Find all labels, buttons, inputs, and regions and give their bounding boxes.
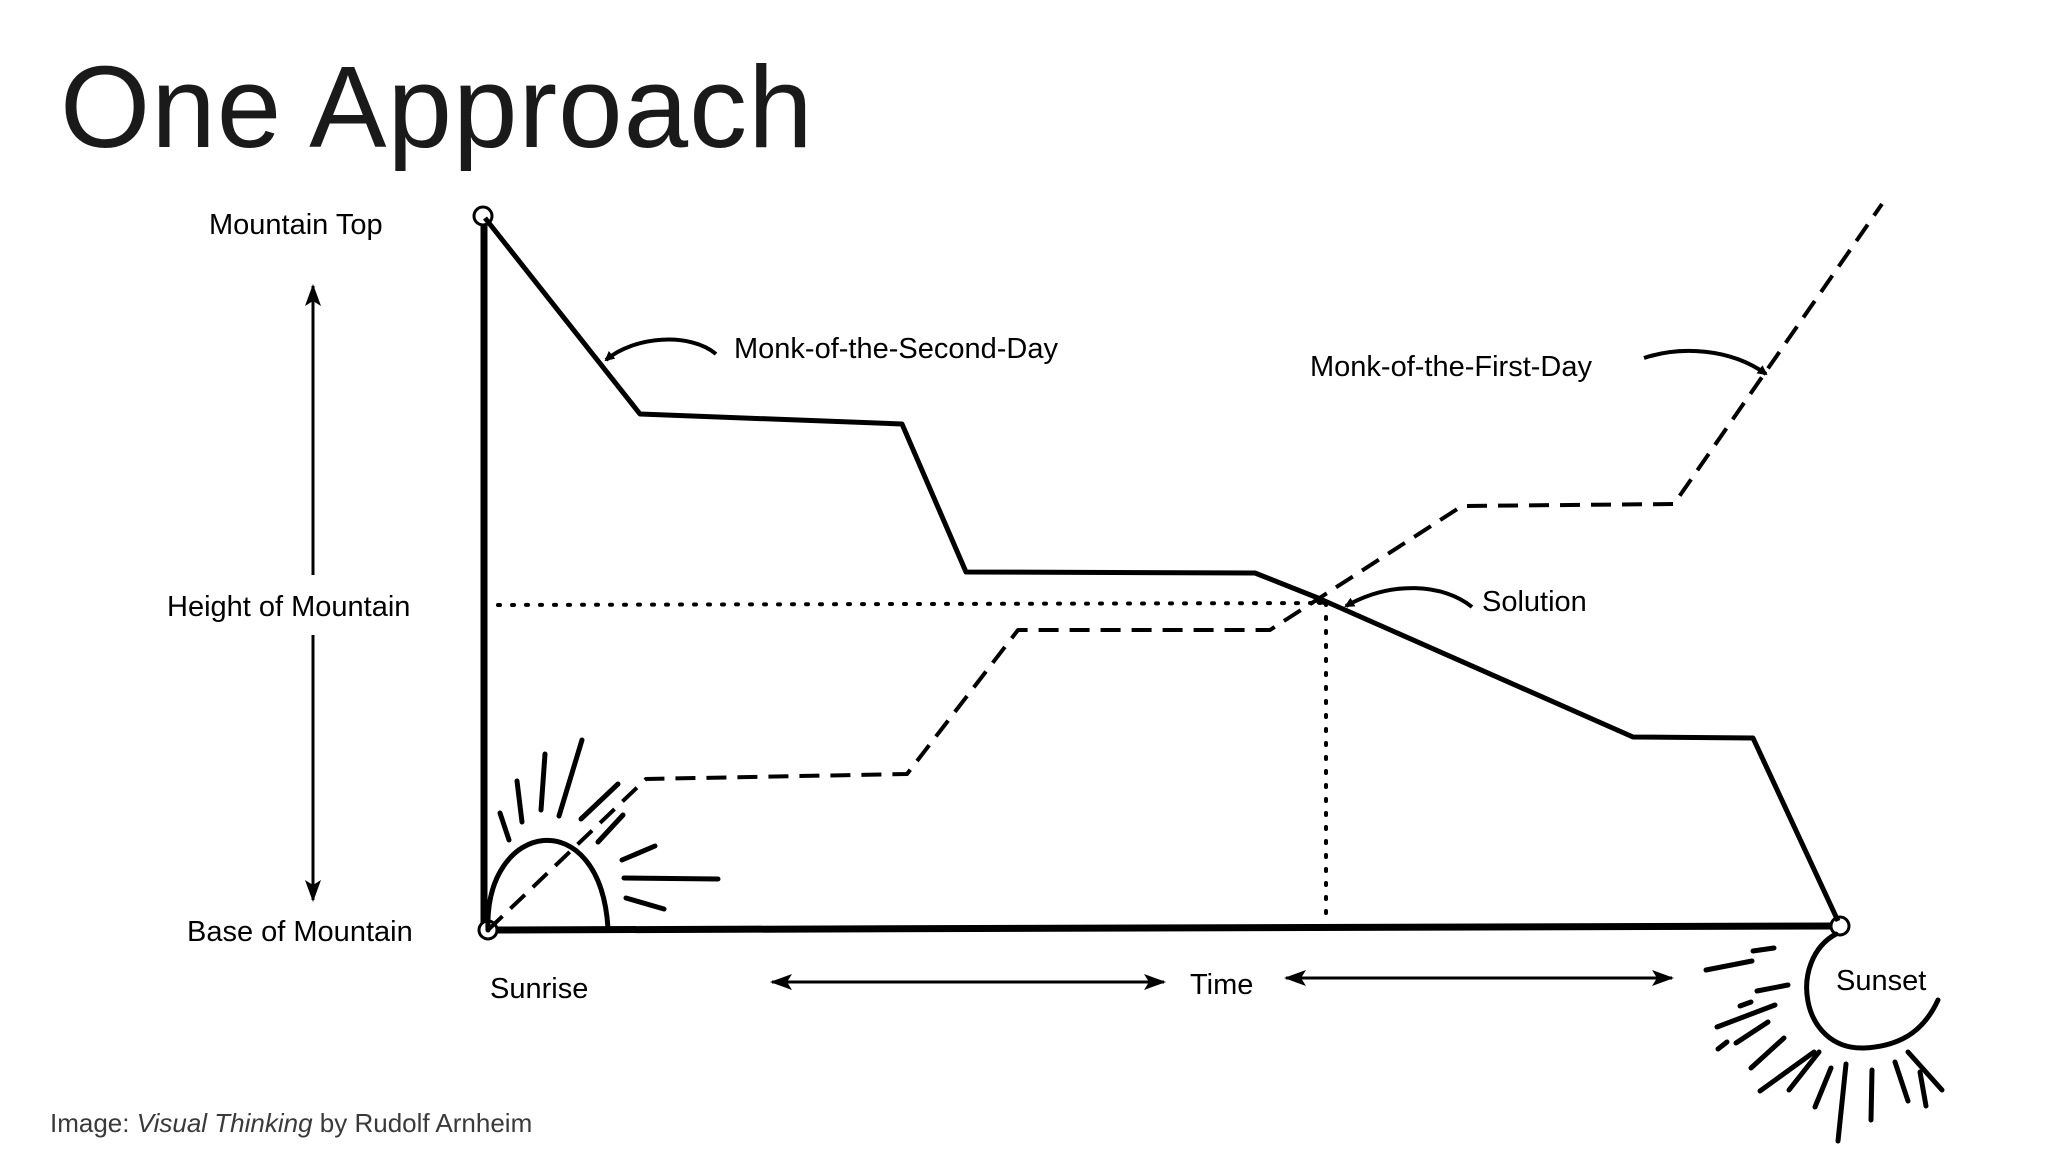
sunrise-label: Sunrise: [490, 973, 588, 1005]
caption-author: by Rudolf Arnheim: [312, 1108, 533, 1138]
base-of-mountain-label: Base of Mountain: [187, 916, 413, 948]
monk-first-day-path: [486, 202, 1884, 932]
monk-second-day-path: [483, 216, 1841, 923]
x-axis: [487, 922, 1839, 934]
sunset-sun-icon: [1703, 931, 1945, 1144]
monk-second-day-label: Monk-of-the-Second-Day: [734, 333, 1058, 365]
solution-pointer: [1344, 586, 1474, 609]
sunrise-sun-icon: [485, 737, 721, 933]
time-label: Time: [1190, 969, 1253, 1001]
height-of-mountain-label: Height of Mountain: [167, 591, 410, 623]
solution-height-guide: [496, 601, 1328, 607]
slide-title: One Approach: [60, 42, 814, 172]
monk-first-day-label: Monk-of-the-First-Day: [1310, 351, 1592, 383]
solution-point: [1316, 597, 1324, 605]
image-credit: Image: Visual Thinking by Rudolf Arnheim: [50, 1108, 532, 1139]
caption-prefix: Image:: [50, 1108, 137, 1138]
monk-second-day-pointer: [604, 337, 718, 362]
sunset-label: Sunset: [1836, 965, 1926, 997]
mountain-top-label: Mountain Top: [209, 209, 383, 241]
caption-book-title: Visual Thinking: [136, 1108, 313, 1138]
monk-first-day-pointer: [1643, 349, 1768, 376]
solution-label: Solution: [1482, 586, 1587, 618]
